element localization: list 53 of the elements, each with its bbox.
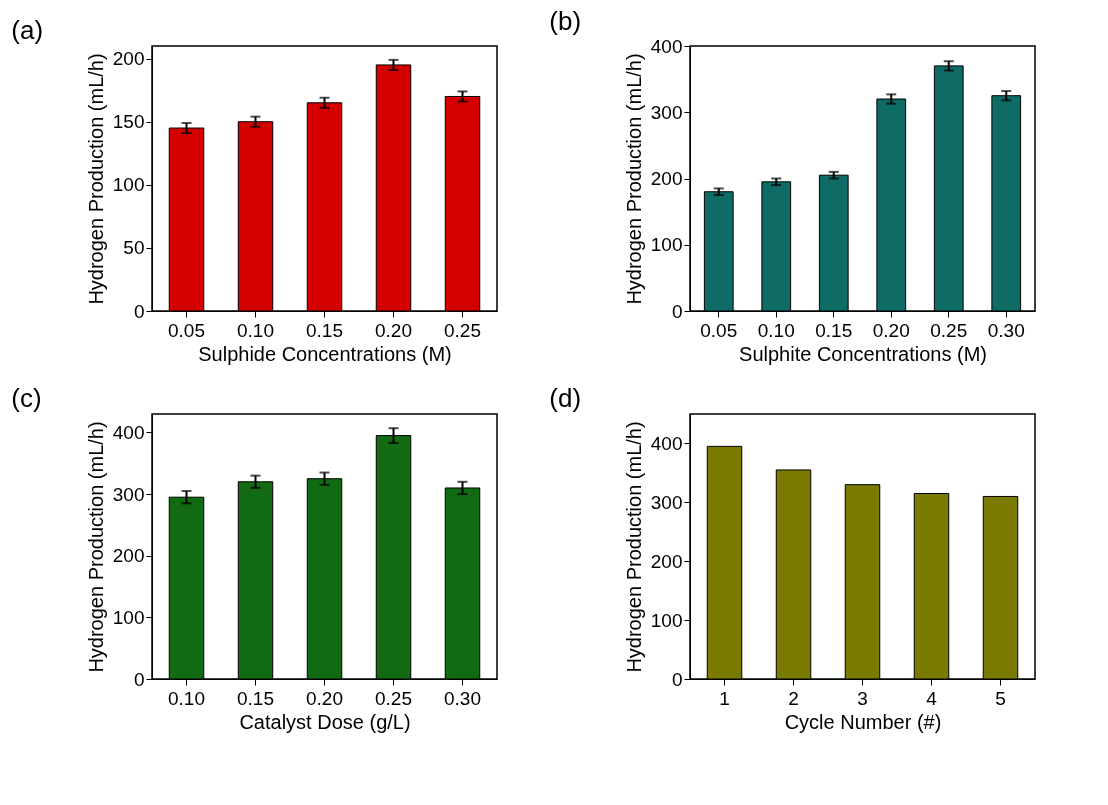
- y-tick-label: 300: [650, 491, 683, 513]
- y-tick-label: 100: [650, 609, 683, 631]
- y-axis-title: Hydrogen Production (mL/h): [622, 421, 645, 673]
- y-tick-label: 100: [112, 174, 145, 196]
- x-tick-label: 0.05: [700, 319, 738, 341]
- y-tick-label: 400: [650, 432, 683, 454]
- x-tick-label: 0.25: [930, 319, 968, 341]
- chart-title: (a): [11, 15, 44, 45]
- x-axis-title: Sulphide Concentrations (M): [198, 342, 452, 365]
- x-tick-label: 0.20: [872, 319, 910, 341]
- x-tick-label: 0.15: [306, 319, 343, 341]
- x-tick-label: 0.10: [757, 319, 795, 341]
- y-tick-label: 100: [112, 606, 145, 628]
- y-tick-label: 200: [112, 545, 145, 567]
- x-tick-label: 1: [719, 687, 730, 709]
- x-tick-label: 4: [926, 687, 938, 709]
- x-tick-label: 5: [995, 687, 1006, 709]
- x-tick-label: 0.05: [168, 319, 205, 341]
- y-axis-title: Hydrogen Production (mL/h): [84, 53, 107, 305]
- x-tick-label: 0.25: [444, 319, 481, 341]
- y-tick-label: 400: [650, 35, 683, 57]
- x-tick-label: 0.25: [375, 687, 412, 709]
- x-axis-title: Sulphite Concentrations (M): [739, 342, 987, 365]
- x-tick-label: 0.20: [375, 319, 412, 341]
- y-tick-label: 200: [112, 48, 145, 70]
- y-tick-label: 200: [650, 550, 683, 572]
- y-tick-label: 0: [671, 668, 683, 690]
- x-tick-label: 0.20: [306, 687, 343, 709]
- y-tick-label: 0: [133, 300, 145, 322]
- y-tick-label: 400: [112, 421, 145, 443]
- x-tick-label: 0.30: [987, 319, 1025, 341]
- x-tick-label: 3: [857, 687, 868, 709]
- y-tick-label: 50: [123, 237, 145, 259]
- x-tick-label: 2: [788, 687, 799, 709]
- x-axis-title: Catalyst Dose (g/L): [239, 710, 411, 733]
- y-tick-label: 0: [133, 668, 145, 690]
- x-tick-label: 0.15: [237, 687, 274, 709]
- y-axis-title: Hydrogen Production (mL/h): [622, 53, 645, 305]
- y-tick-label: 200: [650, 168, 683, 189]
- y-tick-label: 0: [671, 300, 683, 322]
- y-axis-title: Hydrogen Production (mL/h): [84, 421, 107, 673]
- y-tick-label: 300: [650, 101, 683, 123]
- chart-title: (b): [549, 6, 582, 36]
- chart-title: (c): [11, 383, 42, 413]
- y-tick-label: 150: [112, 111, 145, 133]
- x-tick-label: 0.15: [815, 319, 853, 341]
- y-tick-label: 300: [112, 483, 145, 505]
- y-tick-label: 100: [650, 234, 683, 256]
- x-axis-title: Cycle Number (#): [784, 710, 942, 733]
- x-tick-label: 0.30: [444, 687, 481, 709]
- x-tick-label: 0.10: [237, 319, 274, 341]
- chart-title: (d): [549, 383, 582, 413]
- x-tick-label: 0.10: [168, 687, 205, 709]
